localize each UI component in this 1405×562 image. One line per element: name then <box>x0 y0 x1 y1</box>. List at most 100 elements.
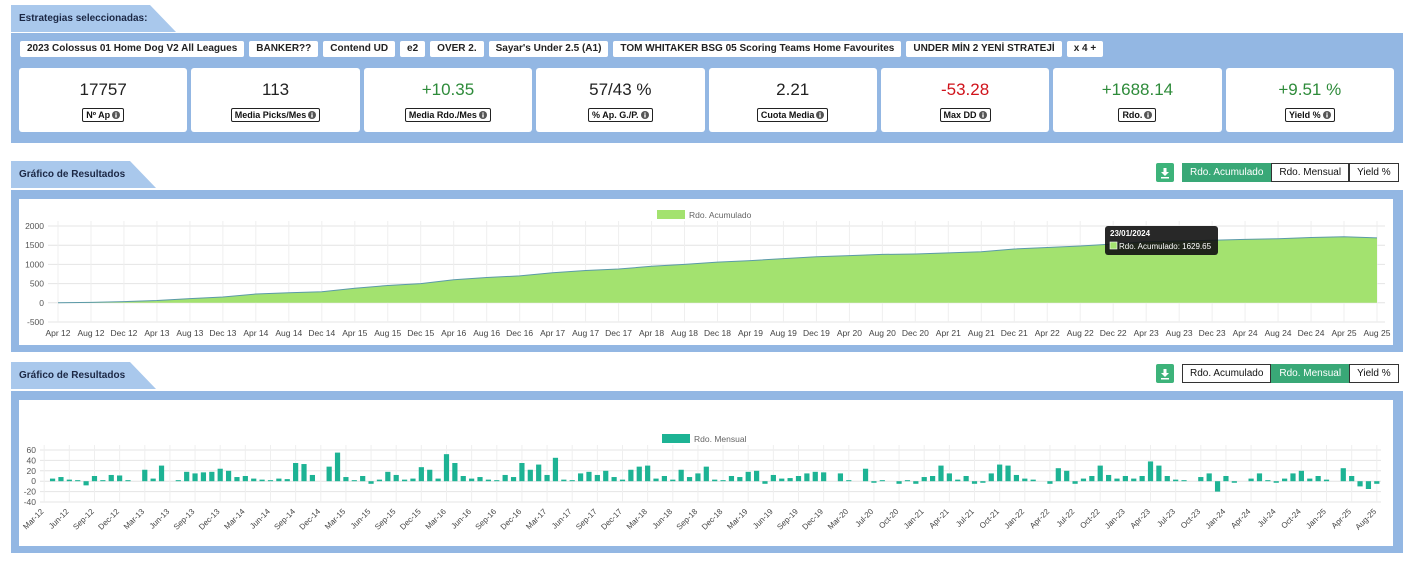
bar <box>301 464 307 482</box>
info-dot <box>643 112 646 114</box>
info-bar <box>115 114 117 118</box>
download-button[interactable] <box>1156 364 1174 383</box>
bar <box>787 478 793 482</box>
bar <box>192 473 198 482</box>
bar <box>225 470 232 482</box>
toggle-button[interactable]: Rdo. Acumulado <box>1182 364 1272 383</box>
legend-swatch <box>662 434 690 443</box>
bar <box>812 471 818 482</box>
area <box>58 236 1377 303</box>
strategy-tag: Contend UD <box>323 41 396 57</box>
info-bar <box>1147 114 1150 118</box>
bar <box>242 476 248 482</box>
stat-label: Cuota Media <box>756 108 829 122</box>
bar <box>158 465 165 482</box>
bar <box>1055 468 1061 482</box>
bar <box>1231 481 1237 483</box>
x-tick-label: Aug 23 <box>1166 328 1193 338</box>
section-tab: Gráfico de Resultados <box>11 362 156 389</box>
x-tick-label: Dec 13 <box>209 328 236 338</box>
strategy-tag: x 4 + <box>1066 41 1104 57</box>
stat-label: Media Rdo./Mes <box>404 108 491 122</box>
toggle-button[interactable]: Yield % <box>1349 364 1399 383</box>
x-tick-label: Apr 14 <box>243 328 268 338</box>
bar <box>251 478 257 482</box>
bar <box>1349 476 1355 482</box>
stat-label: Nº Ap <box>82 108 125 122</box>
bar <box>653 478 659 482</box>
info-dot <box>311 112 314 114</box>
bar <box>351 480 357 482</box>
download-button[interactable] <box>1156 163 1174 182</box>
info-dot <box>819 112 822 114</box>
bar <box>519 463 525 482</box>
bar <box>821 472 827 482</box>
bar <box>1248 478 1254 482</box>
x-tick-label: Dec 14 <box>308 328 335 338</box>
info-icon[interactable] <box>308 111 317 119</box>
stat-label: Rdo. <box>1118 108 1157 122</box>
bar <box>1198 477 1204 482</box>
bar <box>293 463 299 482</box>
stat-value: +10.35 <box>421 80 475 99</box>
x-tick-label: Sep-14 <box>272 507 297 532</box>
info-bar <box>1325 114 1328 118</box>
bar <box>921 477 927 482</box>
x-tick-label: Apr-25 <box>1330 507 1354 531</box>
stat-card: +1688.14 Rdo. <box>1053 68 1222 132</box>
stat-label: Max DD <box>939 108 991 122</box>
x-tick-label: Dec 12 <box>110 328 137 338</box>
stat-cards: 17757 Nº Ap 113 Media Picks/Mes +10.35 Media … <box>19 68 1394 132</box>
info-icon[interactable] <box>1322 111 1331 119</box>
stat-label-text: Cuota Media <box>760 110 815 120</box>
x-tick-label: Aug 19 <box>770 328 797 338</box>
bar <box>552 457 559 482</box>
x-tick-label: Aug 24 <box>1265 328 1292 338</box>
bar <box>762 481 768 484</box>
section-tab: Estrategias seleccionadas: <box>11 5 176 32</box>
bar <box>83 481 89 486</box>
stat-card: 113 Media Picks/Mes <box>191 68 360 132</box>
bar <box>703 466 709 482</box>
info-icon[interactable] <box>1144 111 1153 119</box>
toggle-button[interactable]: Rdo. Mensual <box>1271 364 1350 383</box>
bar <box>963 476 969 482</box>
button-group: Rdo. Acumulado Rdo. Mensual Yield % <box>1182 163 1399 182</box>
x-tick-label: Jun-19 <box>751 507 775 531</box>
x-tick-label: Jan-25 <box>1304 507 1328 531</box>
info-bar <box>643 114 646 118</box>
y-tick-label: 20 <box>27 466 37 476</box>
x-tick-label: Mar-18 <box>625 507 650 532</box>
info-icon[interactable] <box>640 111 649 119</box>
toggle-button[interactable]: Rdo. Acumulado <box>1182 163 1272 182</box>
legend-label: Rdo. Acumulado <box>689 210 752 220</box>
bar <box>846 480 852 482</box>
toggle-button[interactable]: Rdo. Mensual <box>1271 163 1350 182</box>
bar <box>1106 474 1112 482</box>
x-tick-label: Sep-19 <box>775 507 800 532</box>
info-icon[interactable] <box>978 111 987 119</box>
x-tick-label: Jun-13 <box>148 507 172 531</box>
bar <box>862 468 869 482</box>
bar <box>712 479 718 482</box>
legend-swatch <box>657 210 685 219</box>
stat-value: 17757 <box>79 80 127 99</box>
x-tick-label: Dec 16 <box>506 328 533 338</box>
strategy-tag: OVER 2. <box>430 41 484 57</box>
stat-card: +9.51 % Yield % <box>1225 68 1394 132</box>
bar <box>209 471 215 482</box>
bar <box>393 474 399 482</box>
bar <box>452 463 458 482</box>
bar <box>360 476 366 482</box>
info-icon[interactable] <box>478 111 487 119</box>
info-icon[interactable] <box>112 111 121 119</box>
x-tick-label: Sep-13 <box>172 507 197 532</box>
bar <box>142 469 148 482</box>
bar <box>1214 481 1221 492</box>
toggle-button[interactable]: Yield % <box>1349 163 1399 182</box>
bar <box>1323 479 1330 482</box>
x-tick-label: Aug 25 <box>1364 328 1391 338</box>
info-icon[interactable] <box>816 111 825 119</box>
bar <box>284 479 290 482</box>
bar <box>577 473 584 482</box>
